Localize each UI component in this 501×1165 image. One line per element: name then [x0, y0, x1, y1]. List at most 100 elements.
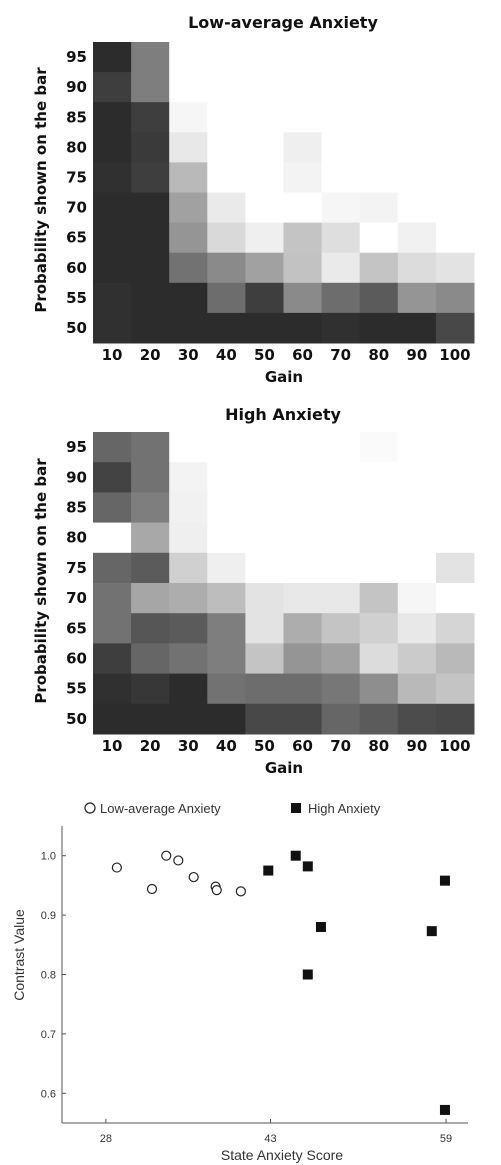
heatmap-cell-p85-g60 [283, 102, 323, 133]
heatmap-cell-p85-g100 [435, 102, 475, 133]
heatmap-high-svg: High Anxiety 95 90 85 80 75 70 65 60 55 50 10 20 30… [32, 405, 475, 777]
heatmap-cell-p55-g40 [207, 673, 246, 705]
heatmap-cell-p80-g70 [321, 132, 361, 163]
heatmap-cell-p95-g100 [435, 42, 475, 73]
heatmap-cell-p70-g70 [321, 583, 361, 614]
heatmap-cell-p70-g30 [169, 583, 208, 614]
y-tick-label: 80 [66, 138, 87, 156]
heatmap-cell-p70-g30 [169, 192, 208, 224]
heatmap-cell-p75-g100 [435, 162, 475, 193]
y-tick-label: 75 [66, 168, 87, 186]
heatmap-cell-p65-g10 [93, 222, 132, 254]
heatmap-cells [93, 432, 475, 735]
point-low-average-anxiety [173, 855, 184, 866]
y-tick-label: 0.6 [41, 1088, 56, 1100]
heatmap-cell-p55-g70 [321, 282, 361, 314]
heatmap-y-ticks: 95 90 85 80 75 70 65 60 55 50 [66, 438, 87, 728]
heatmap-cell-p95-g60 [283, 432, 323, 463]
heatmap-cell-p60-g10 [93, 252, 132, 284]
y-tick-label: 0.9 [41, 910, 56, 922]
heatmap-cell-p60-g70 [321, 643, 361, 675]
heatmap-cell-p55-g20 [131, 282, 170, 314]
heatmap-cell-p90-g80 [359, 72, 399, 103]
heatmap-cell-p80-g60 [283, 132, 323, 163]
heatmap-cell-p50-g40 [207, 312, 246, 344]
x-tick-label: 80 [368, 346, 389, 364]
heatmap-cell-p75-g40 [207, 552, 246, 584]
heatmap-cell-p75-g60 [283, 552, 323, 584]
heatmap-cell-p50-g70 [321, 703, 361, 735]
heatmap-cell-p70-g40 [207, 583, 246, 614]
point-high-anxiety [426, 926, 437, 937]
heatmap-cell-p90-g70 [321, 72, 361, 103]
heatmap-cell-p75-g80 [359, 162, 399, 193]
x-tick-label: 60 [292, 737, 313, 755]
heatmap-cell-p85-g80 [359, 102, 399, 133]
heatmap-cell-p85-g10 [93, 102, 132, 133]
heatmap-cell-p75-g50 [245, 162, 284, 193]
y-tick-label: 70 [66, 589, 87, 607]
y-axis-label: Probability shown on the bar [32, 458, 50, 704]
heatmap-cell-p65-g100 [435, 222, 475, 254]
y-tick-label: 0.7 [41, 1029, 56, 1041]
heatmap-cell-p80-g30 [169, 522, 208, 554]
heatmap-cell-p50-g30 [169, 312, 208, 344]
heatmap-cell-p75-g90 [397, 552, 437, 584]
heatmap-cell-p95-g80 [359, 42, 399, 73]
heatmap-cell-p90-g60 [283, 462, 323, 493]
heatmap-cell-p65-g50 [245, 613, 284, 644]
x-tick-label: 80 [368, 737, 389, 755]
heatmap-cell-p55-g90 [397, 282, 437, 314]
heatmap-cell-p65-g10 [93, 613, 132, 644]
heatmap-cell-p50-g10 [93, 703, 132, 735]
x-tick-label: 70 [330, 737, 351, 755]
heatmap-cell-p80-g40 [207, 522, 246, 554]
heatmap-cell-p50-g50 [245, 703, 284, 735]
y-tick-label: 65 [66, 619, 87, 637]
point-low-average-anxiety [188, 871, 199, 883]
heatmap-cell-p75-g80 [359, 552, 399, 584]
heatmap-cell-p50-g20 [131, 312, 170, 344]
heatmap-cell-p60-g90 [397, 252, 437, 284]
heatmap-cell-p60-g60 [283, 252, 323, 284]
x-tick-label: 10 [102, 346, 123, 364]
heatmap-cell-p75-g100 [435, 552, 475, 584]
x-tick-label: 70 [330, 346, 351, 364]
x-tick-label: 30 [178, 737, 199, 755]
scatter-points [111, 850, 450, 1115]
heatmap-cell-p75-g20 [131, 162, 170, 193]
x-tick-label: 20 [140, 346, 161, 364]
x-axis-label: Gain [265, 368, 303, 386]
heatmap-cell-p80-g70 [321, 522, 361, 554]
heatmap-cell-p70-g50 [245, 192, 284, 224]
heatmap-cell-p55-g80 [359, 282, 399, 314]
heatmap-cell-p90-g60 [283, 72, 323, 103]
heatmap-cell-p90-g30 [169, 72, 208, 103]
heatmap-cell-p75-g90 [397, 162, 437, 193]
heatmap-cell-p60-g20 [131, 643, 170, 675]
heatmap-cell-p90-g40 [207, 72, 246, 103]
heatmap-cell-p75-g10 [93, 552, 132, 584]
heatmap-cell-p70-g90 [397, 583, 437, 614]
heatmap-cell-p60-g70 [321, 252, 361, 284]
x-tick-label: 50 [254, 737, 275, 755]
y-tick-label: 70 [66, 199, 87, 217]
x-tick-label: 90 [406, 346, 427, 364]
x-tick-label: 10 [102, 737, 123, 755]
heatmap-cell-p55-g100 [435, 282, 475, 314]
heatmap-cell-p95-g90 [397, 432, 437, 463]
heatmap-cell-p60-g60 [283, 643, 323, 675]
y-axis-label: Probability shown on the bar [32, 67, 50, 313]
point-high-anxiety [315, 921, 326, 932]
heatmap-cell-p60-g100 [435, 643, 475, 675]
x-tick-label: 60 [292, 346, 313, 364]
heatmap-cell-p55-g10 [93, 673, 132, 705]
y-tick-label: 0.8 [41, 970, 56, 982]
heatmap-cell-p95-g50 [245, 42, 284, 73]
y-tick-label: 80 [66, 529, 87, 547]
heatmap-cell-p65-g80 [359, 613, 399, 644]
heatmap-cell-p90-g100 [435, 72, 475, 103]
scatter-x-ticks: 28 43 59 [100, 1119, 452, 1145]
scatter-svg: Low-average Anxiety High Anxiety 0.60.70… [11, 801, 468, 1163]
heatmap-cells [93, 42, 475, 344]
